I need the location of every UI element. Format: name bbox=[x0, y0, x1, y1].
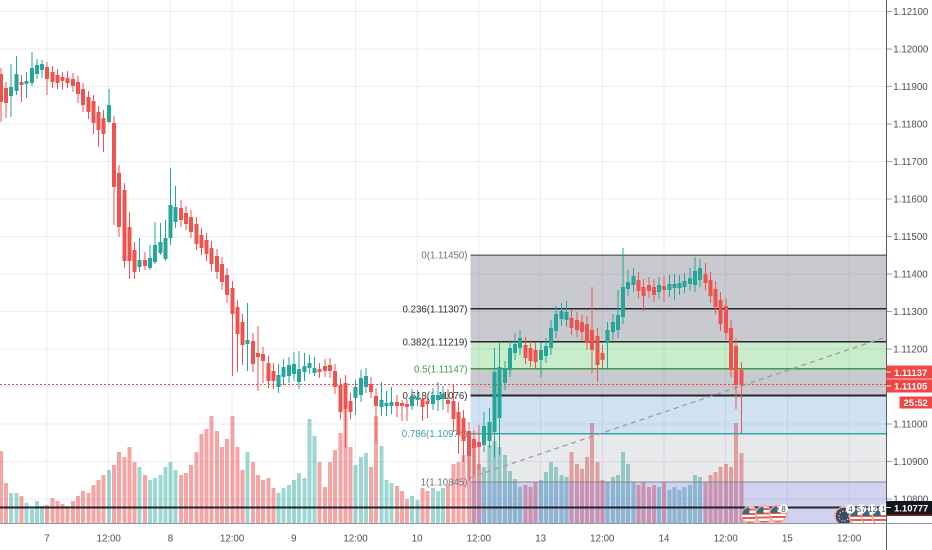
svg-text:0(1.11450): 0(1.11450) bbox=[421, 251, 467, 262]
svg-text:7: 7 bbox=[44, 534, 49, 545]
svg-text:1.11600: 1.11600 bbox=[893, 195, 928, 206]
svg-text:0.618(1.11076): 0.618(1.11076) bbox=[403, 391, 468, 402]
svg-text:12: 12 bbox=[868, 505, 877, 514]
svg-text:12:00: 12:00 bbox=[837, 534, 862, 545]
svg-text:14: 14 bbox=[659, 534, 670, 545]
svg-text:12:00: 12:00 bbox=[590, 534, 615, 545]
svg-text:13: 13 bbox=[535, 534, 546, 545]
svg-text:1.12000: 1.12000 bbox=[893, 45, 929, 56]
svg-text:1.11500: 1.11500 bbox=[893, 232, 928, 243]
svg-text:8: 8 bbox=[168, 534, 173, 545]
svg-text:12:00: 12:00 bbox=[97, 534, 122, 545]
svg-text:1.11000: 1.11000 bbox=[893, 420, 928, 431]
svg-text:12:00: 12:00 bbox=[714, 534, 739, 545]
svg-text:0.786(1.10974): 0.786(1.10974) bbox=[402, 429, 468, 440]
svg-text:1.12100: 1.12100 bbox=[893, 7, 929, 18]
svg-text:12:00: 12:00 bbox=[467, 534, 492, 545]
svg-text:1.10900: 1.10900 bbox=[893, 457, 929, 468]
svg-text:1.11105: 1.11105 bbox=[894, 381, 928, 392]
svg-text:1.11700: 1.11700 bbox=[893, 157, 928, 168]
svg-text:0.236(1.11307): 0.236(1.11307) bbox=[403, 304, 468, 315]
svg-text:25:52: 25:52 bbox=[904, 398, 928, 409]
svg-text:1.11137: 1.11137 bbox=[894, 368, 927, 379]
svg-text:1(1.10845): 1(1.10845) bbox=[421, 478, 468, 489]
svg-text:1.10777: 1.10777 bbox=[894, 503, 928, 514]
svg-text:1.10800: 1.10800 bbox=[893, 495, 929, 506]
svg-text:15: 15 bbox=[782, 534, 793, 545]
svg-text:1.11800: 1.11800 bbox=[893, 120, 928, 131]
svg-text:0.5(1.11147): 0.5(1.11147) bbox=[414, 364, 468, 375]
svg-text:1.11400: 1.11400 bbox=[893, 270, 928, 281]
svg-text:10: 10 bbox=[412, 534, 423, 545]
svg-text:8: 8 bbox=[781, 505, 785, 514]
svg-text:9: 9 bbox=[291, 534, 296, 545]
svg-text:0.382(1.11219): 0.382(1.11219) bbox=[403, 337, 468, 348]
svg-text:1.11200: 1.11200 bbox=[893, 345, 928, 356]
svg-text:57: 57 bbox=[857, 505, 866, 514]
svg-text:1.11300: 1.11300 bbox=[893, 307, 928, 318]
svg-text:12:00: 12:00 bbox=[343, 534, 368, 545]
svg-text:4: 4 bbox=[848, 505, 853, 514]
svg-text:12:00: 12:00 bbox=[220, 534, 245, 545]
svg-text:1: 1 bbox=[881, 505, 885, 514]
svg-text:1.11900: 1.11900 bbox=[893, 82, 928, 93]
